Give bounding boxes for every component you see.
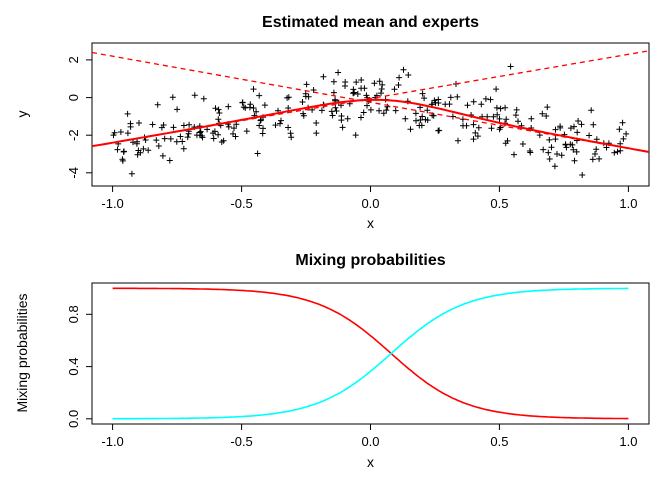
y-tick-label: -4 <box>66 167 81 179</box>
axis-ticks: -1.0 -0.5 0.0 0.5 1.0 0.0 0.4 0.8 <box>66 305 637 449</box>
chart-title-bottom: Mixing probabilities <box>295 252 445 269</box>
x-tick-label: 0.0 <box>361 196 379 211</box>
y-tick-label: 0.8 <box>66 305 81 323</box>
y-tick-label: 0.4 <box>66 358 81 376</box>
x-axis-label-top: x <box>367 215 374 231</box>
estimated-mean-chart: Estimated mean and experts x y -1.0 -0.5 0… <box>14 14 650 231</box>
mixing-curve-1 <box>112 287 629 420</box>
x-tick-label: 0.0 <box>361 434 379 449</box>
x-axis-label-bottom: x <box>367 454 374 470</box>
y-axis-label-top: y <box>14 111 30 118</box>
x-tick-label: 0.5 <box>490 434 508 449</box>
y-tick-label: 0 <box>66 94 81 101</box>
y-tick-label: 2 <box>66 56 81 63</box>
mixing-curve-2 <box>112 287 629 420</box>
x-tick-label: -1.0 <box>101 196 123 211</box>
axis-ticks: -1.0 -0.5 0.0 0.5 1.0 -4 -2 0 2 <box>66 56 637 211</box>
y-tick-label: -2 <box>66 129 81 141</box>
y-axis-label-bottom: Mixing probabilities <box>14 293 30 412</box>
x-tick-label: -1.0 <box>101 434 123 449</box>
x-tick-label: 1.0 <box>619 434 637 449</box>
x-tick-label: -0.5 <box>230 196 252 211</box>
y-tick-label: 0.0 <box>66 410 81 428</box>
plot-area-top: -1.0 -0.5 0.0 0.5 1.0 -4 -2 0 2 <box>66 42 650 211</box>
x-tick-label: 0.5 <box>490 196 508 211</box>
estimated-mean-line <box>92 98 649 153</box>
plot-area-bottom: -1.0 -0.5 0.0 0.5 1.0 0.0 0.4 0.8 <box>66 282 650 449</box>
scatter-points <box>110 63 630 178</box>
plot-box <box>91 42 650 187</box>
plot-box <box>91 282 650 425</box>
data-layer <box>92 50 649 178</box>
x-tick-label: 1.0 <box>619 196 637 211</box>
mixing-probabilities-chart: Mixing probabilities x Mixing probabilit… <box>14 252 650 470</box>
chart-title-top: Estimated mean and experts <box>262 14 479 31</box>
x-tick-label: -0.5 <box>230 434 252 449</box>
